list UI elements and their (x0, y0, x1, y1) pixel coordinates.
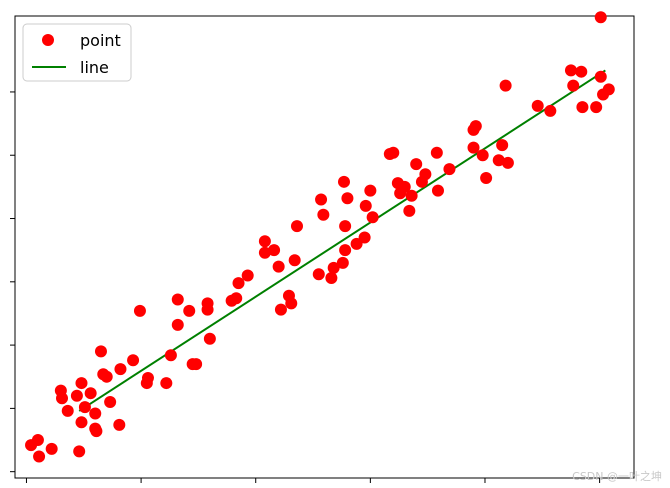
data-point-8 (73, 445, 86, 458)
data-point-3 (45, 442, 58, 455)
data-point-47 (288, 254, 301, 267)
data-point-58 (339, 244, 352, 257)
data-point-52 (325, 272, 338, 285)
data-point-43 (272, 260, 285, 273)
data-point-78 (467, 141, 480, 154)
data-point-96 (602, 83, 615, 96)
data-point-26 (160, 377, 173, 390)
legend-line-label: line (80, 58, 109, 77)
data-point-79 (469, 120, 482, 133)
data-point-42 (268, 244, 281, 257)
data-point-11 (78, 401, 91, 414)
data-point-74 (430, 146, 443, 159)
data-point-2 (33, 450, 46, 463)
data-point-70 (405, 189, 418, 202)
data-point-27 (164, 349, 177, 362)
data-point-25 (141, 372, 154, 385)
data-point-69 (403, 204, 416, 217)
data-point-54 (336, 256, 349, 269)
data-point-92 (590, 101, 603, 114)
data-point-53 (327, 261, 340, 274)
legend: point line (22, 23, 132, 82)
data-point-41 (258, 246, 271, 259)
data-point-39 (241, 269, 254, 282)
data-point-63 (366, 211, 379, 224)
data-point-35 (203, 332, 216, 345)
data-point-6 (61, 404, 74, 417)
data-point-15 (90, 425, 103, 438)
data-point-76 (443, 163, 456, 176)
data-point-65 (387, 146, 400, 159)
data-point-28 (171, 318, 184, 331)
data-point-87 (544, 104, 557, 117)
point-series (25, 11, 615, 463)
data-point-81 (480, 172, 493, 185)
data-point-22 (127, 354, 140, 367)
data-point-93 (594, 70, 607, 83)
data-point-50 (315, 193, 328, 206)
data-point-60 (358, 231, 371, 244)
data-point-94 (594, 11, 607, 24)
data-point-85 (501, 156, 514, 169)
data-point-38 (232, 277, 245, 290)
data-point-71 (410, 158, 423, 171)
data-point-23 (133, 304, 146, 317)
data-point-48 (290, 220, 303, 233)
data-point-34 (201, 297, 214, 310)
data-point-73 (419, 168, 432, 181)
data-point-13 (89, 407, 102, 420)
data-point-29 (171, 293, 184, 306)
legend-point-label: point (80, 31, 121, 50)
data-point-30 (183, 304, 196, 317)
data-point-5 (55, 392, 68, 405)
data-point-9 (75, 377, 88, 390)
data-point-32 (190, 358, 203, 371)
axis-ticks (10, 91, 601, 483)
data-point-21 (114, 363, 127, 376)
data-point-61 (359, 199, 372, 212)
data-point-51 (317, 208, 330, 221)
plot-frame (14, 15, 635, 479)
data-point-44 (274, 303, 287, 316)
data-point-55 (337, 175, 350, 188)
data-point-12 (84, 387, 97, 400)
data-point-1 (31, 434, 44, 447)
data-point-37 (230, 292, 243, 305)
data-point-83 (496, 139, 509, 152)
data-point-57 (339, 220, 352, 233)
data-point-59 (350, 237, 363, 250)
data-point-20 (113, 418, 126, 431)
data-point-62 (364, 184, 377, 197)
watermark: CSDN @一叶之坤 (572, 470, 662, 483)
data-point-82 (492, 154, 505, 167)
data-point-49 (312, 268, 325, 281)
data-point-19 (104, 396, 117, 409)
data-point-68 (398, 180, 411, 193)
data-point-40 (258, 235, 271, 248)
data-point-86 (531, 99, 544, 112)
data-point-46 (285, 297, 298, 310)
data-point-91 (576, 101, 589, 114)
legend-point-marker (42, 34, 54, 46)
data-point-90 (575, 65, 588, 78)
data-point-16 (94, 345, 107, 358)
data-point-7 (70, 389, 83, 402)
data-point-84 (499, 79, 512, 92)
data-point-56 (341, 192, 354, 205)
data-point-88 (564, 64, 577, 77)
data-point-10 (75, 416, 88, 429)
data-point-75 (431, 184, 444, 197)
data-point-80 (476, 149, 489, 162)
data-point-18 (100, 370, 113, 383)
data-point-89 (567, 79, 580, 92)
